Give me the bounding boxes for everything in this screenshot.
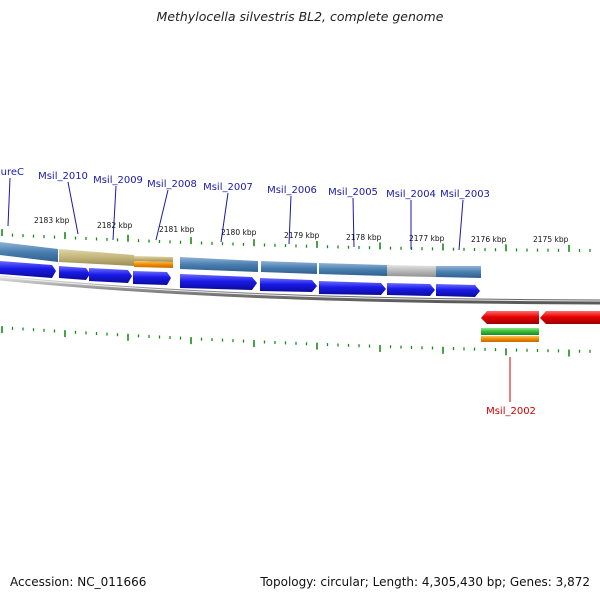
scale-label: 2179 kbp (284, 231, 320, 240)
gene-arrow-Msil_2003[interactable] (436, 284, 480, 297)
leader-line (112, 185, 117, 241)
leader-line (67, 181, 79, 235)
cog-segment (59, 249, 134, 266)
accession-text: Accession: NC_011666 (10, 575, 147, 589)
cog-segment (180, 257, 258, 272)
scale-label: 2177 kbp (409, 234, 445, 243)
leader-line (220, 192, 229, 243)
leader-line (155, 189, 169, 241)
cog-segment (261, 261, 317, 274)
gene-arrow-Msil_2007[interactable] (180, 274, 257, 290)
cog-segment (481, 328, 539, 335)
cog-segment (134, 261, 173, 268)
gene-arrow-Msil_2008[interactable] (133, 271, 171, 285)
gene-arrow-Msil_2006[interactable] (260, 278, 317, 292)
leader-line (458, 199, 464, 251)
cog-segment (481, 336, 539, 342)
gene-label-Msil_2007[interactable]: Msil_2007 (203, 182, 253, 193)
cog-segment (319, 263, 387, 276)
scale-ticks (1, 229, 591, 357)
gene-arrow-Msil_2005[interactable] (319, 281, 386, 295)
genome-backbone (0, 275, 600, 305)
scale-label: 2182 kbp (97, 221, 133, 230)
gene-arrow-ureC[interactable] (0, 261, 56, 278)
gene-label-Msil_2009[interactable]: Msil_2009 (93, 175, 143, 186)
forward-cog-track (0, 242, 481, 278)
scale-labels: 2183 kbp 2182 kbp 2181 kbp 2180 kbp 2179… (34, 216, 569, 244)
cog-segment (134, 256, 173, 262)
scale-label: 2178 kbp (346, 233, 382, 242)
reverse-gene-track (481, 311, 600, 324)
forward-leader-lines (7, 177, 464, 251)
leader-line (288, 195, 292, 245)
gene-arrow-Msil_2002[interactable] (481, 311, 539, 324)
leader-line (352, 197, 355, 248)
gene-label-Msil_2005[interactable]: Msil_2005 (328, 187, 378, 198)
gene-label-Msil_2010[interactable]: Msil_2010 (38, 171, 88, 182)
reverse-cog-track (481, 328, 539, 342)
map-title: Methylocella silvestris BL2, complete ge… (156, 9, 444, 24)
gene-label-Msil_2004[interactable]: Msil_2004 (386, 189, 436, 200)
forward-gene-labels: ureC Msil_2010 Msil_2009 Msil_2008 Msil_… (1, 167, 490, 200)
cog-segment (387, 265, 436, 277)
cog-segment (0, 242, 58, 262)
scale-label: 2175 kbp (533, 235, 569, 244)
leader-line (7, 177, 11, 227)
gene-label-Msil_2006[interactable]: Msil_2006 (267, 185, 317, 196)
gene-arrow-Msil_2010[interactable] (59, 266, 90, 280)
forward-gene-track (0, 261, 480, 297)
scale-label: 2181 kbp (159, 225, 195, 234)
scale-label: 2176 kbp (471, 235, 507, 244)
genome-backbone-highlight (0, 276, 600, 302)
scale-label: 2183 kbp (34, 216, 70, 225)
genome-summary-text: Topology: circular; Length: 4,305,430 bp… (260, 575, 590, 589)
cog-segment (436, 266, 481, 278)
gene-arrow-Msil_2009[interactable] (89, 268, 132, 283)
gene-label-Msil_2008[interactable]: Msil_2008 (147, 179, 197, 190)
gene-arrow-neighbor[interactable] (540, 311, 600, 324)
gene-label-Msil_2002[interactable]: Msil_2002 (486, 406, 536, 417)
gene-arrow-Msil_2004[interactable] (387, 283, 435, 296)
gene-label-ureC[interactable]: ureC (1, 167, 24, 178)
scale-label: 2180 kbp (221, 228, 257, 237)
gene-label-Msil_2003[interactable]: Msil_2003 (440, 189, 490, 200)
